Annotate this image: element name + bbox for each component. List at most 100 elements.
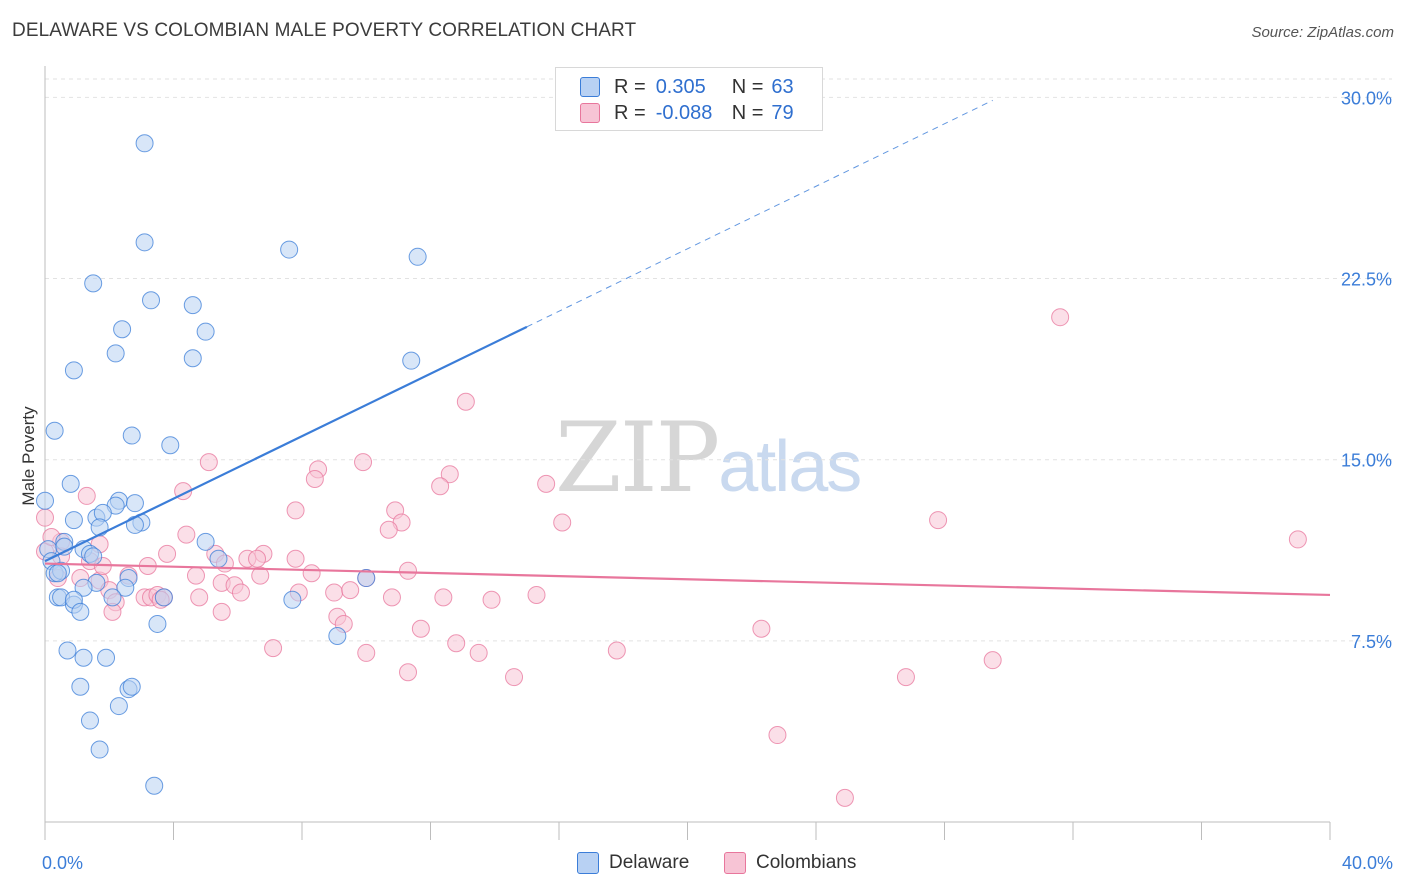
delaware-point <box>135 233 154 252</box>
colombian-point <box>177 525 196 544</box>
delaware-point <box>122 426 141 445</box>
delaware-point <box>328 627 347 646</box>
legend-n-value: 63 <box>771 75 794 98</box>
delaware-point <box>109 697 128 716</box>
chart-title: DELAWARE VS COLOMBIAN MALE POVERTY CORRE… <box>12 20 637 41</box>
stats-legend: R = 0.305 N = 63 R = -0.088 N = 79 <box>555 67 823 131</box>
delaware-point <box>58 641 77 660</box>
legend-r-label: R = <box>614 101 646 124</box>
colombian-point <box>752 619 771 638</box>
delaware-point <box>71 677 90 696</box>
delaware-point <box>80 711 99 730</box>
delaware-point <box>48 564 67 583</box>
legend-label-delaware: Delaware <box>609 852 690 873</box>
delaware-legend-swatch-icon <box>577 852 599 874</box>
colombian-point <box>929 511 948 530</box>
legend-n-label: N = <box>731 101 764 124</box>
colombian-point <box>251 566 270 585</box>
delaware-point <box>148 614 167 633</box>
colombian-point <box>286 501 305 520</box>
colombian-point <box>1288 530 1307 549</box>
delaware-point <box>36 491 54 510</box>
colombian-point <box>447 634 466 653</box>
delaware-trend-extension <box>526 99 993 328</box>
chart-source: Source: ZipAtlas.com <box>1251 24 1394 41</box>
colombians-legend-swatch-icon <box>724 852 746 874</box>
delaware-point <box>125 494 144 513</box>
delaware-point <box>161 436 180 455</box>
colombian-point <box>1051 308 1070 327</box>
delaware-point <box>283 590 302 609</box>
series-legend: Delaware Colombians <box>0 852 1406 878</box>
colombian-point <box>302 564 321 583</box>
delaware-point <box>97 648 116 667</box>
colombian-point <box>305 470 324 489</box>
colombian-point <box>440 465 459 484</box>
colombian-point <box>456 392 475 411</box>
delaware-point <box>209 549 228 568</box>
delaware-point <box>90 518 109 537</box>
colombian-point <box>341 581 360 600</box>
delaware-point <box>71 602 90 621</box>
colombian-point <box>382 588 401 607</box>
delaware-point <box>357 569 376 588</box>
colombian-point <box>768 726 787 745</box>
delaware-point <box>145 776 164 795</box>
colombian-point <box>399 663 418 682</box>
colombians-trend-line <box>44 562 1331 597</box>
colombian-point <box>325 583 344 602</box>
delaware-swatch-icon <box>580 77 600 97</box>
delaware-trend-line <box>44 325 528 563</box>
delaware-point <box>84 547 103 566</box>
y-tick-label: 7.5% <box>1351 632 1392 652</box>
legend-label-colombians: Colombians <box>756 852 857 873</box>
delaware-point <box>125 515 144 534</box>
colombian-point <box>354 453 373 472</box>
colombian-point <box>399 561 418 580</box>
delaware-point <box>84 274 103 293</box>
x-tick-label: 0.0% <box>42 853 83 873</box>
delaware-point <box>183 296 202 315</box>
y-tick-label: 30.0% <box>1341 88 1392 108</box>
legend-r-label: R = <box>614 75 646 98</box>
x-tick-label: 40.0% <box>1342 853 1393 873</box>
colombian-point <box>212 602 231 621</box>
delaware-point <box>90 740 109 759</box>
delaware-point <box>408 247 427 266</box>
delaware-point <box>116 578 135 597</box>
y-tick-label: 22.5% <box>1341 270 1392 290</box>
colombian-point <box>835 788 854 807</box>
delaware-point <box>142 291 161 310</box>
colombian-point <box>411 619 430 638</box>
delaware-point <box>61 474 80 493</box>
delaware-point <box>106 344 125 363</box>
colombian-point <box>158 544 177 563</box>
colombian-point <box>248 549 267 568</box>
colombian-point <box>553 513 572 532</box>
delaware-point <box>74 578 93 597</box>
delaware-point <box>64 511 83 530</box>
colombian-point <box>469 643 488 662</box>
colombian-point <box>482 590 501 609</box>
colombian-point <box>983 651 1002 670</box>
delaware-point <box>45 421 64 440</box>
colombian-point <box>431 477 450 496</box>
delaware-point <box>64 361 83 380</box>
colombian-point <box>231 583 250 602</box>
delaware-point <box>183 349 202 368</box>
colombian-point <box>896 668 915 687</box>
colombian-point <box>434 588 453 607</box>
delaware-point <box>402 351 421 370</box>
colombian-point <box>186 566 205 585</box>
delaware-point <box>113 320 132 339</box>
colombian-point <box>357 643 376 662</box>
colombian-point <box>264 639 283 658</box>
colombian-point <box>505 668 524 687</box>
legend-row-colombians: R = -0.088 N = 79 <box>580 100 794 126</box>
colombian-point <box>537 474 556 493</box>
delaware-point <box>196 322 215 341</box>
colombian-point <box>527 585 546 604</box>
colombian-point <box>36 508 54 527</box>
legend-item-delaware: Delaware <box>577 852 689 874</box>
